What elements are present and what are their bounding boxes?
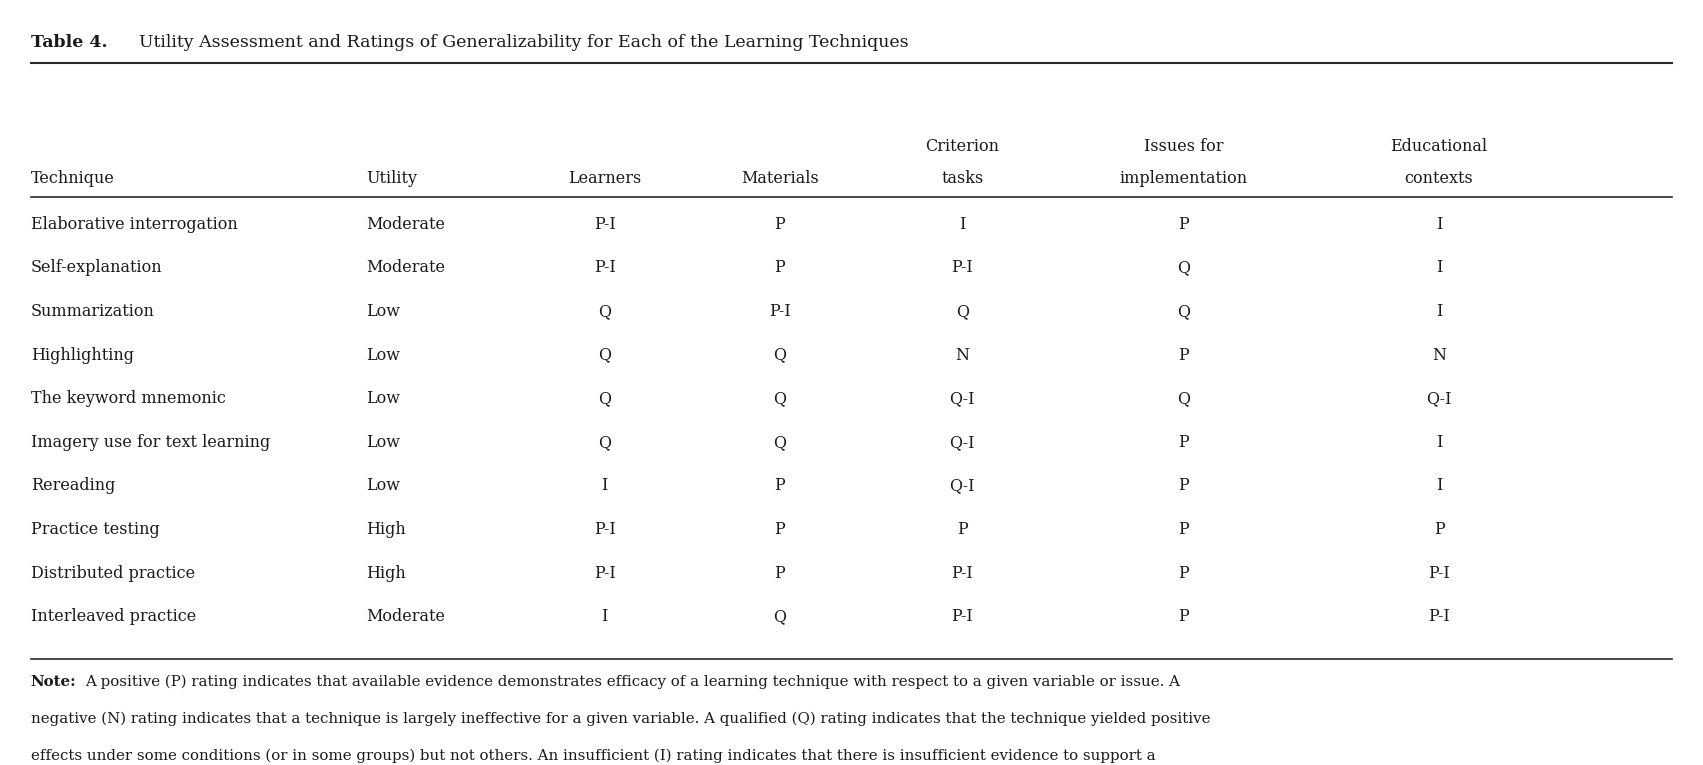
Text: I: I (601, 477, 608, 494)
Text: contexts: contexts (1405, 171, 1473, 187)
Text: Q: Q (773, 390, 787, 407)
Text: P-I: P-I (594, 521, 615, 538)
Text: Q: Q (1177, 303, 1190, 320)
Text: P: P (1178, 521, 1189, 538)
Text: negative (N) rating indicates that a technique is largely ineffective for a give: negative (N) rating indicates that a tec… (31, 711, 1211, 726)
Text: P: P (775, 259, 785, 276)
Text: P-I: P-I (770, 303, 790, 320)
Text: Q: Q (773, 608, 787, 625)
Text: Q: Q (598, 347, 611, 363)
Text: The keyword mnemonic: The keyword mnemonic (31, 390, 225, 407)
Text: Table 4.: Table 4. (31, 34, 107, 51)
Text: P: P (775, 216, 785, 233)
Text: Learners: Learners (567, 171, 642, 187)
Text: P-I: P-I (594, 259, 615, 276)
Text: P: P (1434, 521, 1444, 538)
Text: I: I (959, 216, 966, 233)
Text: Note:: Note: (31, 675, 77, 688)
Text: Q: Q (773, 347, 787, 363)
Text: P: P (1178, 565, 1189, 581)
Text: Low: Low (366, 347, 400, 363)
Text: P-I: P-I (952, 259, 972, 276)
Text: P-I: P-I (594, 565, 615, 581)
Text: Q: Q (598, 434, 611, 451)
Text: Q: Q (598, 303, 611, 320)
Text: P-I: P-I (952, 565, 972, 581)
Text: Q: Q (1177, 390, 1190, 407)
Text: N: N (1432, 347, 1446, 363)
Text: Low: Low (366, 477, 400, 494)
Text: I: I (1436, 303, 1442, 320)
Text: I: I (1436, 216, 1442, 233)
Text: Utility Assessment and Ratings of Generalizability for Each of the Learning Tech: Utility Assessment and Ratings of Genera… (128, 34, 908, 51)
Text: High: High (366, 521, 405, 538)
Text: Q-I: Q-I (950, 434, 974, 451)
Text: Rereading: Rereading (31, 477, 116, 494)
Text: P: P (957, 521, 967, 538)
Text: Q: Q (773, 434, 787, 451)
Text: P-I: P-I (1429, 565, 1449, 581)
Text: Moderate: Moderate (366, 259, 444, 276)
Text: Technique: Technique (31, 171, 114, 187)
Text: A positive (P) rating indicates that available evidence demonstrates efficacy of: A positive (P) rating indicates that ava… (85, 675, 1180, 689)
Text: Utility: Utility (366, 171, 417, 187)
Text: Self-explanation: Self-explanation (31, 259, 162, 276)
Text: P: P (1178, 434, 1189, 451)
Text: P: P (775, 477, 785, 494)
Text: Elaborative interrogation: Elaborative interrogation (31, 216, 237, 233)
Text: Q-I: Q-I (1427, 390, 1451, 407)
Text: I: I (1436, 259, 1442, 276)
Text: P: P (1178, 608, 1189, 625)
Text: P: P (1178, 347, 1189, 363)
Text: Moderate: Moderate (366, 608, 444, 625)
Text: High: High (366, 565, 405, 581)
Text: Q: Q (1177, 259, 1190, 276)
Text: Educational: Educational (1390, 138, 1488, 155)
Text: Practice testing: Practice testing (31, 521, 160, 538)
Text: effects under some conditions (or in some groups) but not others. An insufficien: effects under some conditions (or in som… (31, 748, 1155, 763)
Text: tasks: tasks (942, 171, 983, 187)
Text: P-I: P-I (1429, 608, 1449, 625)
Text: P: P (1178, 216, 1189, 233)
Text: Low: Low (366, 303, 400, 320)
Text: Q-I: Q-I (950, 477, 974, 494)
Text: Distributed practice: Distributed practice (31, 565, 194, 581)
Text: N: N (955, 347, 969, 363)
Text: P: P (775, 565, 785, 581)
Text: Q-I: Q-I (950, 390, 974, 407)
Text: Interleaved practice: Interleaved practice (31, 608, 196, 625)
Text: P: P (775, 521, 785, 538)
Text: Q: Q (955, 303, 969, 320)
Text: P: P (1178, 477, 1189, 494)
Text: I: I (1436, 477, 1442, 494)
Text: I: I (601, 608, 608, 625)
Text: Low: Low (366, 434, 400, 451)
Text: Q: Q (598, 390, 611, 407)
Text: implementation: implementation (1119, 171, 1248, 187)
Text: Summarization: Summarization (31, 303, 155, 320)
Text: Moderate: Moderate (366, 216, 444, 233)
Text: Issues for: Issues for (1144, 138, 1223, 155)
Text: Low: Low (366, 390, 400, 407)
Text: P-I: P-I (952, 608, 972, 625)
Text: Highlighting: Highlighting (31, 347, 133, 363)
Text: Materials: Materials (741, 171, 819, 187)
Text: Imagery use for text learning: Imagery use for text learning (31, 434, 269, 451)
Text: P-I: P-I (594, 216, 615, 233)
Text: Criterion: Criterion (925, 138, 1000, 155)
Text: I: I (1436, 434, 1442, 451)
